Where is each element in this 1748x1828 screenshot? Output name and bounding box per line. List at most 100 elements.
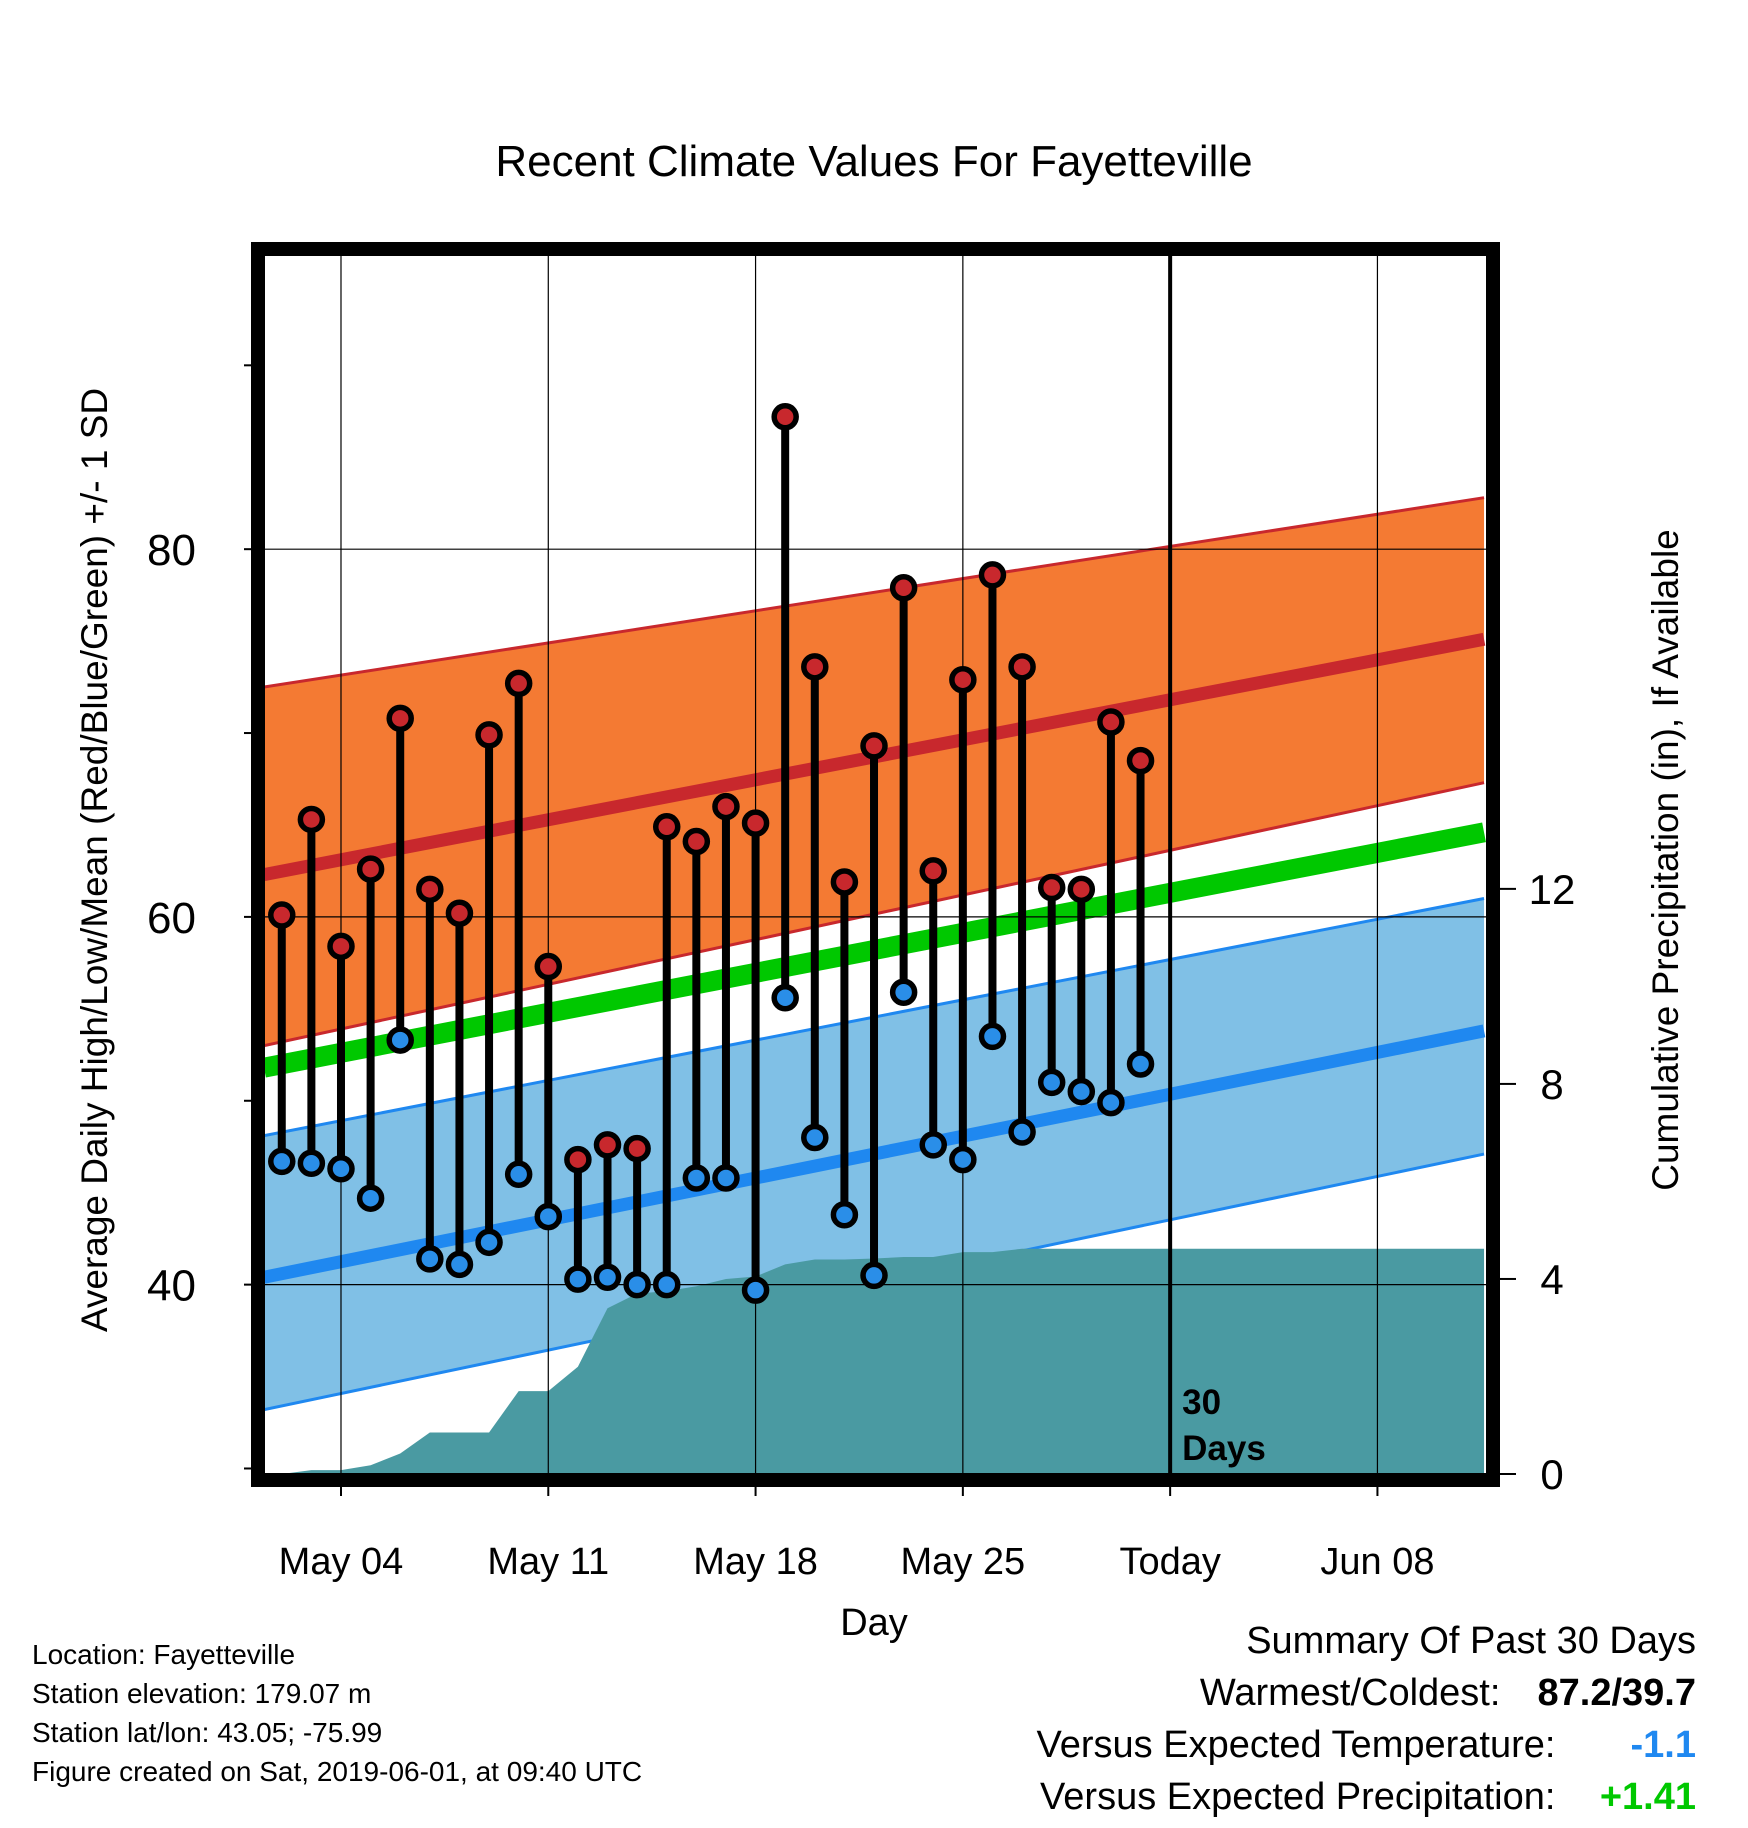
daily-low-point [327, 1155, 355, 1183]
daily-high-point [1126, 746, 1155, 775]
daily-low-point [475, 1228, 503, 1257]
daily-low-point [445, 1250, 474, 1279]
daily-low-point [564, 1265, 592, 1293]
daily-high-point [356, 855, 385, 883]
y-tick-label: 40 [147, 1262, 196, 1311]
daily-series [268, 403, 1155, 1304]
summary-heading: Summary Of Past 30 Days [1246, 1620, 1696, 1662]
daily-low-point [860, 1261, 888, 1290]
daily-high-point [475, 721, 503, 749]
daily-high-point [534, 952, 563, 981]
daily-high-point [682, 827, 711, 856]
daily-high-point [623, 1134, 651, 1163]
warmest-coldest-label: Warmest/Coldest: [1199, 1672, 1501, 1714]
x-tick-label: Jun 08 [1320, 1541, 1434, 1583]
temp-departure-row: Versus Expected Temperature: -1.1 [1037, 1719, 1696, 1771]
daily-low-point [1037, 1068, 1066, 1097]
daily-low-point [504, 1160, 533, 1189]
daily-low-point [623, 1270, 651, 1299]
daily-low-point [593, 1263, 622, 1292]
daily-low-point [919, 1131, 947, 1159]
daily-low-point [801, 1123, 829, 1152]
daily-low-point [1008, 1118, 1036, 1146]
x-tick-label: May 18 [693, 1541, 818, 1583]
daily-high-point [445, 899, 474, 927]
daily-low-point [652, 1270, 681, 1299]
daily-high-point [327, 932, 355, 961]
daily-high-point [1008, 653, 1036, 681]
daily-low-point [741, 1276, 770, 1304]
cumulative-precip-area [264, 1248, 1485, 1474]
y2-tick-label: 4 [1540, 1256, 1563, 1303]
chart-title: Recent Climate Values For Fayetteville [495, 137, 1252, 186]
daily-low-point [268, 1147, 296, 1176]
daily-high-point [860, 732, 888, 760]
daily-high-point [712, 792, 740, 821]
temp-departure-value: -1.1 [1630, 1724, 1696, 1766]
daily-low-point [386, 1026, 414, 1054]
y2-axis-label: Cumulative Precipitation (in), If Availa… [1645, 529, 1686, 1191]
daily-high-point [1097, 708, 1125, 736]
x-axis-label: Day [840, 1602, 908, 1644]
daily-low-point [682, 1164, 711, 1192]
x-tick-label: May 11 [487, 1541, 609, 1583]
today-marker: 30 Days [1168, 255, 1266, 1474]
latlon-text: Station lat/lon: 43.05; -75.99 [32, 1717, 383, 1748]
created-text: Figure created on Sat, 2019-06-01, at 09… [32, 1756, 643, 1787]
daily-high-point [741, 809, 770, 837]
daily-high-point [268, 901, 296, 929]
daily-low-point [416, 1245, 444, 1273]
daily-high-point [919, 857, 947, 885]
temp-departure-label: Versus Expected Temperature: [1036, 1724, 1556, 1766]
daily-high-point [564, 1145, 592, 1174]
daily-low-point [978, 1022, 1007, 1051]
y-tick-label: 80 [147, 526, 196, 575]
axes: 40 60 80 0 4 8 12 May 04 May 11 May 18 May 25 Today… [147, 364, 1576, 1583]
daily-high-point [416, 875, 444, 904]
summary-panel: Summary Of Past 30 Days Warmest/Coldest:… [1037, 1615, 1696, 1823]
daily-low-point [830, 1201, 859, 1229]
daily-high-point [504, 669, 533, 698]
plot-frame [251, 242, 1500, 1487]
daily-low-point [771, 984, 799, 1012]
daily-high-point [297, 805, 326, 834]
daily-low-point [356, 1184, 385, 1212]
x-tick-label: May 25 [901, 1541, 1026, 1583]
daily-high-point [949, 665, 977, 694]
elevation-text: Station elevation: 179.07 m [32, 1678, 372, 1709]
daily-high-point [652, 813, 681, 841]
daily-high-point [1067, 875, 1096, 904]
daily-high-point [593, 1131, 622, 1159]
daily-high-point [386, 704, 414, 733]
daily-low-point [1097, 1088, 1125, 1117]
daily-high-point [889, 574, 918, 602]
daily-low-point [1126, 1050, 1155, 1078]
precip-departure-label: Versus Expected Precipitation: [1040, 1776, 1556, 1818]
x-tick-label: May 04 [279, 1541, 404, 1583]
daily-low-point [534, 1202, 563, 1231]
today-annotation-text: Days [1182, 1429, 1266, 1468]
location-text: Location: Fayetteville [32, 1639, 296, 1670]
daily-low-point [1067, 1077, 1096, 1106]
y2-tick-label: 0 [1540, 1451, 1563, 1498]
daily-low-point [712, 1164, 740, 1192]
daily-high-point [1037, 873, 1066, 902]
precip-departure-row: Versus Expected Precipitation: +1.41 [1037, 1771, 1696, 1823]
daily-high-point [978, 561, 1007, 589]
today-annotation-text: 30 [1182, 1383, 1221, 1422]
daily-low-point [297, 1149, 326, 1178]
daily-high-point [771, 403, 799, 431]
y2-tick-label: 12 [1529, 866, 1576, 913]
precip-departure-value: +1.41 [1599, 1776, 1696, 1818]
x-tick-label: Today [1119, 1541, 1220, 1583]
warmest-coldest-value: 87.2/39.7 [1537, 1672, 1696, 1714]
daily-high-point [830, 868, 859, 896]
station-info: Location: Fayetteville Station elevation… [32, 1635, 642, 1791]
high-band-upper-edge [264, 496, 1485, 689]
daily-high-point [801, 653, 829, 681]
y-axis-label: Average Daily High/Low/Mean (Red/Blue/Gr… [74, 388, 115, 1332]
daily-low-point [949, 1145, 977, 1174]
y2-tick-label: 8 [1540, 1061, 1563, 1108]
y-tick-label: 60 [147, 894, 196, 943]
